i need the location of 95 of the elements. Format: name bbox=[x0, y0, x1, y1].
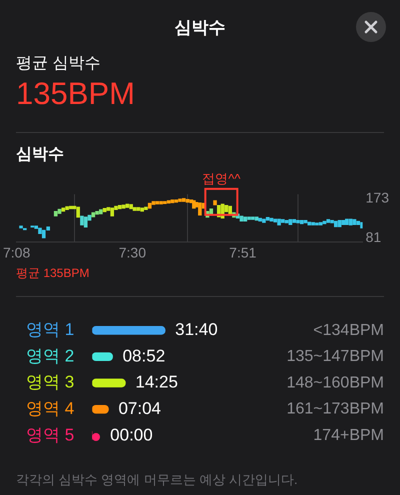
bar bbox=[311, 222, 315, 226]
bar bbox=[76, 206, 80, 218]
y-tick-label: 영역 4 bbox=[26, 399, 74, 418]
chart-title: 심박수 bbox=[16, 146, 64, 164]
bar bbox=[296, 220, 300, 224]
bar bbox=[277, 218, 281, 226]
bar bbox=[155, 201, 160, 204]
bar bbox=[345, 218, 349, 225]
bar bbox=[144, 206, 148, 210]
bar bbox=[92, 378, 126, 388]
bar bbox=[170, 199, 174, 204]
text: 135~147BPM bbox=[286, 348, 384, 366]
data-label: 31:40 bbox=[175, 320, 218, 340]
text: 각각의 심박수 영역에 머무르는 예상 시간입니다. bbox=[16, 472, 298, 487]
annotation: 접영^^ bbox=[202, 170, 242, 186]
data-label: 00:00 bbox=[110, 425, 153, 444]
bar bbox=[240, 216, 244, 222]
data-label: 08:52 bbox=[122, 346, 166, 366]
y-tick-label: 영역 2 bbox=[26, 346, 74, 366]
bar bbox=[281, 219, 285, 223]
bar bbox=[288, 219, 292, 225]
bar bbox=[243, 216, 248, 222]
bar bbox=[300, 220, 304, 224]
text: <134BPM bbox=[313, 322, 384, 339]
bar bbox=[262, 218, 266, 223]
bar bbox=[348, 218, 352, 226]
bar bbox=[129, 204, 133, 210]
bar bbox=[273, 218, 278, 222]
text: 174+BPM bbox=[313, 427, 384, 444]
text: 심박수 bbox=[174, 18, 226, 37]
bar bbox=[54, 211, 58, 216]
bar bbox=[132, 207, 136, 211]
bar bbox=[163, 201, 167, 204]
bar bbox=[159, 201, 163, 204]
bar bbox=[318, 222, 323, 226]
y-tick-label: 영역 1 bbox=[26, 320, 74, 340]
bar bbox=[58, 208, 62, 214]
bar bbox=[152, 201, 156, 205]
bar bbox=[95, 211, 99, 215]
text: 평균 135BPM bbox=[16, 266, 90, 280]
bar bbox=[342, 220, 346, 225]
bar bbox=[186, 199, 190, 203]
bar bbox=[102, 208, 106, 212]
bar bbox=[334, 220, 338, 228]
y-tick-label: 영역 3 bbox=[26, 372, 74, 392]
bar bbox=[213, 200, 217, 206]
y-tick-label: 영역 5 bbox=[26, 425, 74, 444]
bar bbox=[338, 220, 342, 228]
bar bbox=[38, 228, 42, 234]
bar bbox=[126, 204, 130, 208]
bar bbox=[254, 216, 258, 221]
text: 평균 심박수 bbox=[16, 55, 100, 72]
bar bbox=[209, 208, 214, 214]
bar bbox=[178, 198, 182, 202]
bar bbox=[228, 206, 232, 214]
bar bbox=[198, 202, 202, 216]
bar bbox=[118, 205, 122, 210]
bar bbox=[304, 220, 308, 224]
bar bbox=[110, 208, 114, 216]
bar bbox=[61, 208, 66, 212]
bar bbox=[247, 216, 251, 220]
x-tick-label: 7:51 bbox=[229, 244, 257, 260]
bar bbox=[360, 222, 363, 228]
bar bbox=[356, 220, 360, 225]
bar bbox=[122, 204, 126, 209]
bar bbox=[148, 202, 152, 209]
bar bbox=[330, 220, 334, 224]
bar bbox=[292, 219, 296, 223]
text: 161~173BPM bbox=[286, 400, 384, 418]
bar bbox=[352, 219, 356, 225]
bar bbox=[42, 230, 46, 238]
bar bbox=[308, 222, 312, 226]
bar bbox=[270, 218, 274, 222]
bar bbox=[136, 207, 140, 211]
bar bbox=[322, 220, 326, 224]
bar bbox=[84, 216, 88, 228]
y-tick-label: 173 bbox=[366, 189, 390, 206]
bar bbox=[65, 206, 69, 210]
bar bbox=[251, 216, 255, 220]
x-tick-label: 7:08 bbox=[3, 244, 30, 260]
text: 148~160BPM bbox=[286, 374, 384, 392]
bar bbox=[80, 216, 84, 226]
bar bbox=[140, 208, 144, 212]
bar bbox=[19, 226, 23, 228]
bar bbox=[326, 219, 330, 223]
data-label: 07:04 bbox=[118, 399, 162, 418]
bar bbox=[266, 217, 270, 221]
bar bbox=[182, 198, 186, 202]
bar bbox=[92, 326, 166, 335]
text: 135BPM bbox=[16, 76, 135, 111]
y-tick-label: 81 bbox=[366, 228, 382, 245]
x-tick-label: 7:30 bbox=[118, 244, 146, 260]
bar bbox=[315, 222, 319, 226]
data-label: 14:25 bbox=[135, 372, 178, 392]
bar bbox=[258, 218, 262, 222]
